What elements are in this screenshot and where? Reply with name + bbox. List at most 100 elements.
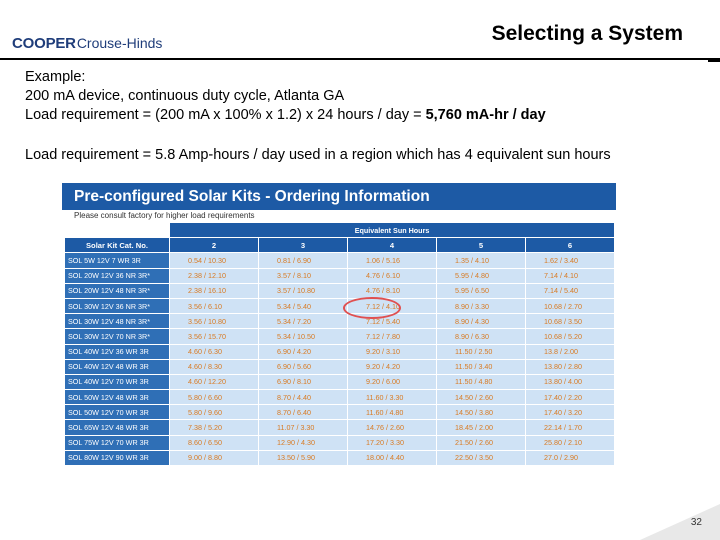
value-cell: 18.00 / 4.40: [347, 449, 437, 467]
corner-decoration: [640, 504, 720, 540]
value-cell: 1.62 / 3.40: [524, 252, 616, 269]
value-cell: 17.40 / 2.20: [524, 389, 616, 406]
table-row: SOL 50W 12V 70 WR 3R 5.80 / 9.60 8.70 / 6.…: [64, 404, 616, 421]
table-row: SOL 40W 12V 70 WR 3R 4.60 / 12.20 6.90 / 8…: [64, 373, 616, 391]
value-cell: 14.50 / 2.60: [436, 389, 526, 406]
value-cell: 5.95 / 6.50: [436, 282, 526, 299]
catalog-number-cell: SOL 50W 12V 70 WR 3R: [64, 404, 170, 421]
value-cell: 13.8 / 2.00: [524, 343, 616, 360]
value-cell: 8.70 / 6.40: [258, 404, 348, 421]
value-cell: 2.38 / 16.10: [169, 282, 259, 299]
kit-table-subheader: Please consult factory for higher load r…: [62, 210, 616, 222]
value-cell: 11.50 / 2.50: [436, 343, 526, 360]
value-cell: 21.50 / 2.60: [436, 434, 526, 451]
catalog-number-cell: SOL 65W 12V 48 WR 3R: [64, 419, 170, 436]
catalog-column-header: Solar Kit Cat. No.: [64, 237, 170, 254]
value-cell: 14.76 / 2.60: [347, 419, 437, 436]
value-cell: 7.14 / 4.10: [524, 267, 616, 284]
table-row: SOL 40W 12V 36 WR 3R 4.60 / 6.30 6.90 / 4.…: [64, 343, 616, 360]
value-cell: 9.20 / 4.20: [347, 358, 437, 375]
value-cell: 5.80 / 6.60: [169, 389, 259, 406]
catalog-number-cell: SOL 5W 12V 7 WR 3R: [64, 252, 170, 269]
kit-table-body: SOL 5W 12V 7 WR 3R 0.54 / 10.30 0.81 / 6.9…: [64, 252, 616, 467]
catalog-number-cell: SOL 40W 12V 48 WR 3R: [64, 358, 170, 375]
sun-hours-column-header: 2: [169, 237, 259, 254]
catalog-number-cell: SOL 75W 12V 70 WR 3R: [64, 434, 170, 451]
value-cell: 9.20 / 3.10: [347, 343, 437, 360]
company-logo: COOPER Crouse-Hinds: [12, 35, 163, 52]
logo-brand: COOPER: [12, 35, 76, 52]
value-cell: 13.80 / 2.80: [524, 358, 616, 375]
value-cell: 4.76 / 8.10: [347, 282, 437, 299]
example-label: Example:: [25, 69, 86, 85]
value-cell: 2.38 / 12.10: [169, 267, 259, 284]
table-row: SOL 20W 12V 36 NR 3R* 2.38 / 12.10 3.57 / …: [64, 267, 616, 284]
catalog-number-cell: SOL 40W 12V 36 WR 3R: [64, 343, 170, 360]
example-device: 200 mA device, continuous duty cycle, At…: [25, 88, 345, 104]
value-cell: 10.68 / 5.20: [524, 328, 616, 345]
value-cell: 11.50 / 4.80: [436, 373, 526, 391]
value-cell: 11.60 / 3.30: [347, 389, 437, 406]
value-cell: 3.57 / 10.80: [258, 282, 348, 299]
table-row: SOL 30W 12V 48 NR 3R* 3.56 / 10.80 5.34 / …: [64, 313, 616, 330]
value-cell: 4.60 / 8.30: [169, 358, 259, 375]
value-cell: 5.34 / 10.50: [258, 328, 348, 345]
value-cell: 11.60 / 4.80: [347, 404, 437, 421]
value-cell: 5.34 / 5.40: [258, 297, 348, 315]
value-cell: 10.68 / 3.50: [524, 313, 616, 330]
sun-hours-column-header: 3: [258, 237, 348, 254]
value-cell: 0.54 / 10.30: [169, 252, 259, 269]
value-cell: 8.90 / 4.30: [436, 313, 526, 330]
value-cell: 1.35 / 4.10: [436, 252, 526, 269]
catalog-number-cell: SOL 30W 12V 48 NR 3R*: [64, 313, 170, 330]
value-cell: 6.90 / 4.20: [258, 343, 348, 360]
value-cell: 17.20 / 3.30: [347, 434, 437, 451]
load-calc-result: 5,760 mA-hr / day: [425, 107, 546, 123]
value-cell: 4.60 / 12.20: [169, 373, 259, 391]
value-cell: 17.40 / 3.20: [524, 404, 616, 421]
catalog-number-cell: SOL 80W 12V 90 WR 3R: [64, 449, 170, 467]
value-cell: 6.90 / 5.60: [258, 358, 348, 375]
table-row: SOL 50W 12V 48 WR 3R 5.80 / 6.60 8.70 / 4.…: [64, 389, 616, 406]
value-cell: 6.90 / 8.10: [258, 373, 348, 391]
value-cell: 3.56 / 10.80: [169, 313, 259, 330]
value-cell: 7.14 / 5.40: [524, 282, 616, 299]
value-cell: 25.80 / 2.10: [524, 434, 616, 451]
value-cell: 9.00 / 8.80: [169, 449, 259, 467]
table-corner: [64, 221, 170, 239]
catalog-number-cell: SOL 30W 12V 70 NR 3R*: [64, 328, 170, 345]
value-cell: 3.57 / 8.10: [258, 267, 348, 284]
value-cell: 22.50 / 3.50: [436, 449, 526, 467]
solar-kit-table: Equivalent Sun Hours Solar Kit Cat. No. …: [64, 221, 616, 467]
logo-brand-secondary: Crouse-Hinds: [76, 35, 163, 51]
title-divider: [0, 58, 720, 60]
table-row: SOL 40W 12V 48 WR 3R 4.60 / 8.30 6.90 / 5.…: [64, 358, 616, 375]
example-load-calc: Load requirement = (200 mA x 100% x 1.2)…: [25, 106, 546, 125]
value-cell: 14.50 / 3.80: [436, 404, 526, 421]
table-row: SOL 30W 12V 36 NR 3R* 3.56 / 6.10 5.34 / 5…: [64, 297, 616, 315]
value-cell: 5.80 / 9.60: [169, 404, 259, 421]
solar-kit-table-panel: Pre-configured Solar Kits - Ordering Inf…: [62, 183, 616, 467]
load-requirement-note: Load requirement = 5.8 Amp-hours / day u…: [25, 147, 611, 163]
value-cell: 11.50 / 3.40: [436, 358, 526, 375]
value-cell: 12.90 / 4.30: [258, 434, 348, 451]
highlight-circle: [343, 297, 401, 319]
value-cell: 18.45 / 2.00: [436, 419, 526, 436]
kit-table-header: Pre-configured Solar Kits - Ordering Inf…: [62, 183, 616, 210]
value-cell: 0.81 / 6.90: [258, 252, 348, 269]
example-block: Example: 200 mA device, continuous duty …: [25, 68, 546, 125]
table-row: SOL 30W 12V 70 NR 3R* 3.56 / 15.70 5.34 / …: [64, 328, 616, 345]
value-cell: 8.90 / 6.30: [436, 328, 526, 345]
catalog-number-cell: SOL 20W 12V 36 NR 3R*: [64, 267, 170, 284]
page-number: 32: [690, 517, 702, 528]
sun-hours-column-header: 4: [347, 237, 437, 254]
table-row: SOL 75W 12V 70 WR 3R 8.60 / 6.50 12.90 / 4…: [64, 434, 616, 451]
value-cell: 3.56 / 6.10: [169, 297, 259, 315]
load-calc-text: Load requirement = (200 mA x 100% x 1.2)…: [25, 107, 426, 123]
value-cell: 13.50 / 5.90: [258, 449, 348, 467]
slide-title: Selecting a System: [491, 22, 683, 45]
value-cell: 7.38 / 5.20: [169, 419, 259, 436]
value-cell: 7.12 / 7.80: [347, 328, 437, 345]
value-cell: 10.68 / 2.70: [524, 297, 616, 315]
